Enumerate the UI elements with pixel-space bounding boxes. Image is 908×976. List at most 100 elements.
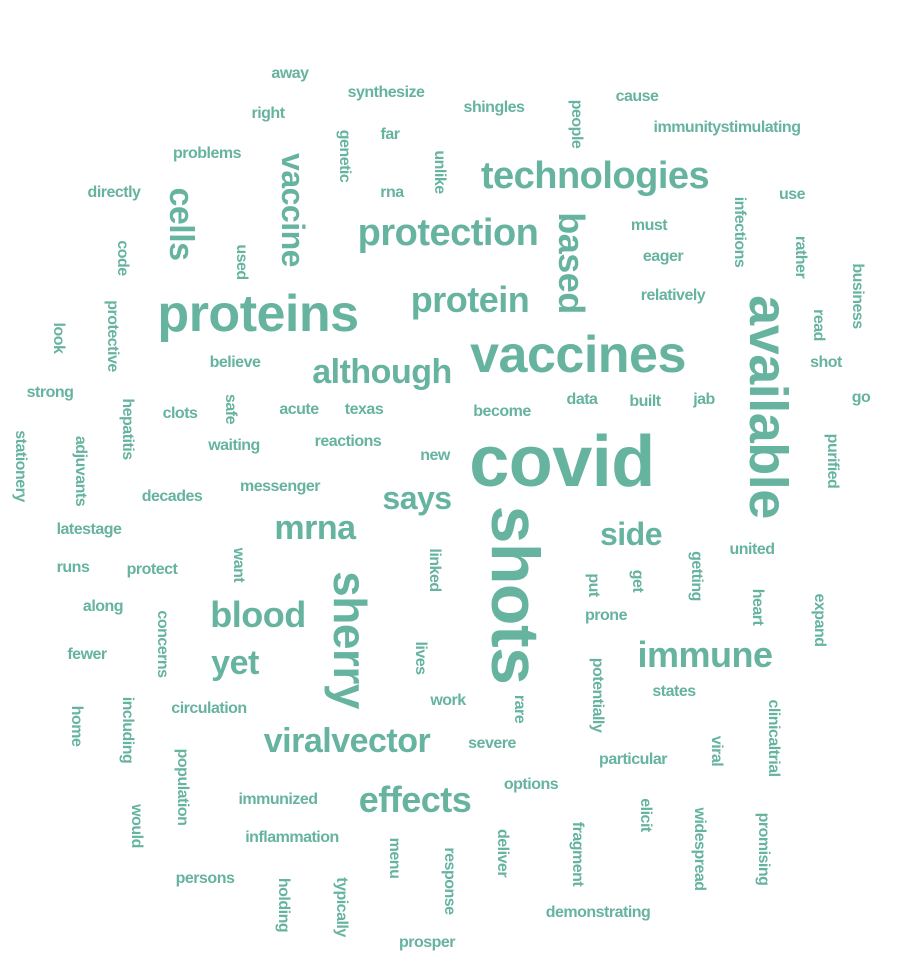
word-work: work xyxy=(430,692,466,709)
word-people: people xyxy=(568,99,585,149)
word-options: options xyxy=(503,776,559,793)
word-shots: shots xyxy=(477,505,553,685)
word-cells: cells xyxy=(162,187,200,261)
word-fewer: fewer xyxy=(67,646,107,663)
word-viral: viral xyxy=(708,735,725,767)
word-covid: covid xyxy=(469,422,655,502)
word-put: put xyxy=(585,573,602,597)
word-eager: eager xyxy=(642,248,684,265)
word-code: code xyxy=(114,240,131,276)
word-protective: protective xyxy=(104,300,121,372)
word-shot: shot xyxy=(810,354,842,371)
word-proteins: proteins xyxy=(157,285,359,343)
word-would: would xyxy=(128,804,145,848)
word-typically: typically xyxy=(333,877,350,937)
word-hepatitis: hepatitis xyxy=(119,398,136,460)
word-business: business xyxy=(849,263,866,329)
word-waiting: waiting xyxy=(208,437,260,454)
word-use: use xyxy=(778,186,806,203)
word-inflammation: inflammation xyxy=(245,829,339,846)
word-based: based xyxy=(551,212,592,314)
word-data: data xyxy=(566,391,598,408)
word-directly: directly xyxy=(87,184,141,201)
word-mrna: mrna xyxy=(274,509,356,547)
word-promising: promising xyxy=(755,812,772,886)
word-holding: holding xyxy=(275,877,292,933)
word-circulation: circulation xyxy=(171,700,247,717)
word-although: although xyxy=(312,353,452,391)
word-unlike: unlike xyxy=(431,150,448,194)
word-must: must xyxy=(630,217,668,234)
word-response: response xyxy=(441,847,458,915)
word-heart: heart xyxy=(749,588,766,626)
word-deliver: deliver xyxy=(494,828,511,878)
word-built: built xyxy=(629,393,661,410)
word-immunized: immunized xyxy=(238,791,318,808)
word-persons: persons xyxy=(175,870,235,887)
word-particular: particular xyxy=(599,751,667,768)
word-concerns: concerns xyxy=(154,610,171,678)
word-expand: expand xyxy=(811,593,828,647)
word-relatively: relatively xyxy=(640,287,706,304)
word-linked: linked xyxy=(426,548,443,592)
word-get: get xyxy=(629,569,646,593)
word-latestage: latestage xyxy=(56,521,122,538)
word-technologies: technologies xyxy=(480,155,710,197)
word-effects: effects xyxy=(358,779,472,820)
word-clinicaltrial: clinicaltrial xyxy=(765,699,782,777)
word-protein: protein xyxy=(410,279,530,320)
word-cause: cause xyxy=(615,88,659,105)
word-blood: blood xyxy=(210,594,306,635)
word-demonstrating: demonstrating xyxy=(545,904,651,921)
word-lives: lives xyxy=(412,641,429,675)
word-along: along xyxy=(82,598,124,615)
word-side: side xyxy=(599,516,663,552)
word-vaccine: vaccine xyxy=(275,153,311,267)
word-immunitystimulating: immunitystimulating xyxy=(653,119,801,136)
word-united: united xyxy=(729,541,776,558)
word-home: home xyxy=(68,705,85,747)
word-runs: runs xyxy=(56,559,90,576)
word-protect: protect xyxy=(126,561,178,578)
word-strong: strong xyxy=(26,384,74,401)
word-messenger: messenger xyxy=(240,478,321,495)
word-population: population xyxy=(174,748,191,826)
word-right: right xyxy=(251,105,285,122)
word-adjuvants: adjuvants xyxy=(72,435,89,507)
word-prosper: prosper xyxy=(398,934,456,951)
word-jab: jab xyxy=(693,391,715,408)
word-getting: getting xyxy=(688,551,705,601)
word-protection: protection xyxy=(357,212,539,254)
word-acute: acute xyxy=(279,401,319,418)
word-vaccines: vaccines xyxy=(470,326,686,384)
word-rather: rather xyxy=(792,235,809,279)
word-away: away xyxy=(271,65,309,82)
word-rna: rna xyxy=(380,184,404,201)
word-believe: believe xyxy=(209,354,261,371)
word-infections: infections xyxy=(731,196,748,268)
word-want: want xyxy=(230,547,247,583)
word-safe: safe xyxy=(222,393,239,425)
word-elicit: elicit xyxy=(637,798,654,832)
word-stationery: stationery xyxy=(12,430,29,502)
word-become: become xyxy=(473,403,531,420)
word-read: read xyxy=(810,309,827,341)
word-fragment: fragment xyxy=(569,821,586,887)
word-severe: severe xyxy=(468,735,516,752)
word-including: including xyxy=(119,696,136,764)
word-go: go xyxy=(851,389,871,406)
word-sherry: sherry xyxy=(324,571,376,709)
word-available: available xyxy=(738,295,798,519)
word-shingles: shingles xyxy=(463,99,525,116)
word-reactions: reactions xyxy=(314,433,382,450)
word-used: used xyxy=(233,244,250,280)
word-rare: rare xyxy=(511,694,528,724)
word-yet: yet xyxy=(211,644,259,682)
word-look: look xyxy=(50,322,67,354)
word-potentially: potentially xyxy=(589,657,606,733)
word-viralvector: viralvector xyxy=(263,722,431,760)
word-widespread: widespread xyxy=(691,807,708,891)
word-new: new xyxy=(420,447,450,464)
word-menu: menu xyxy=(386,837,403,879)
